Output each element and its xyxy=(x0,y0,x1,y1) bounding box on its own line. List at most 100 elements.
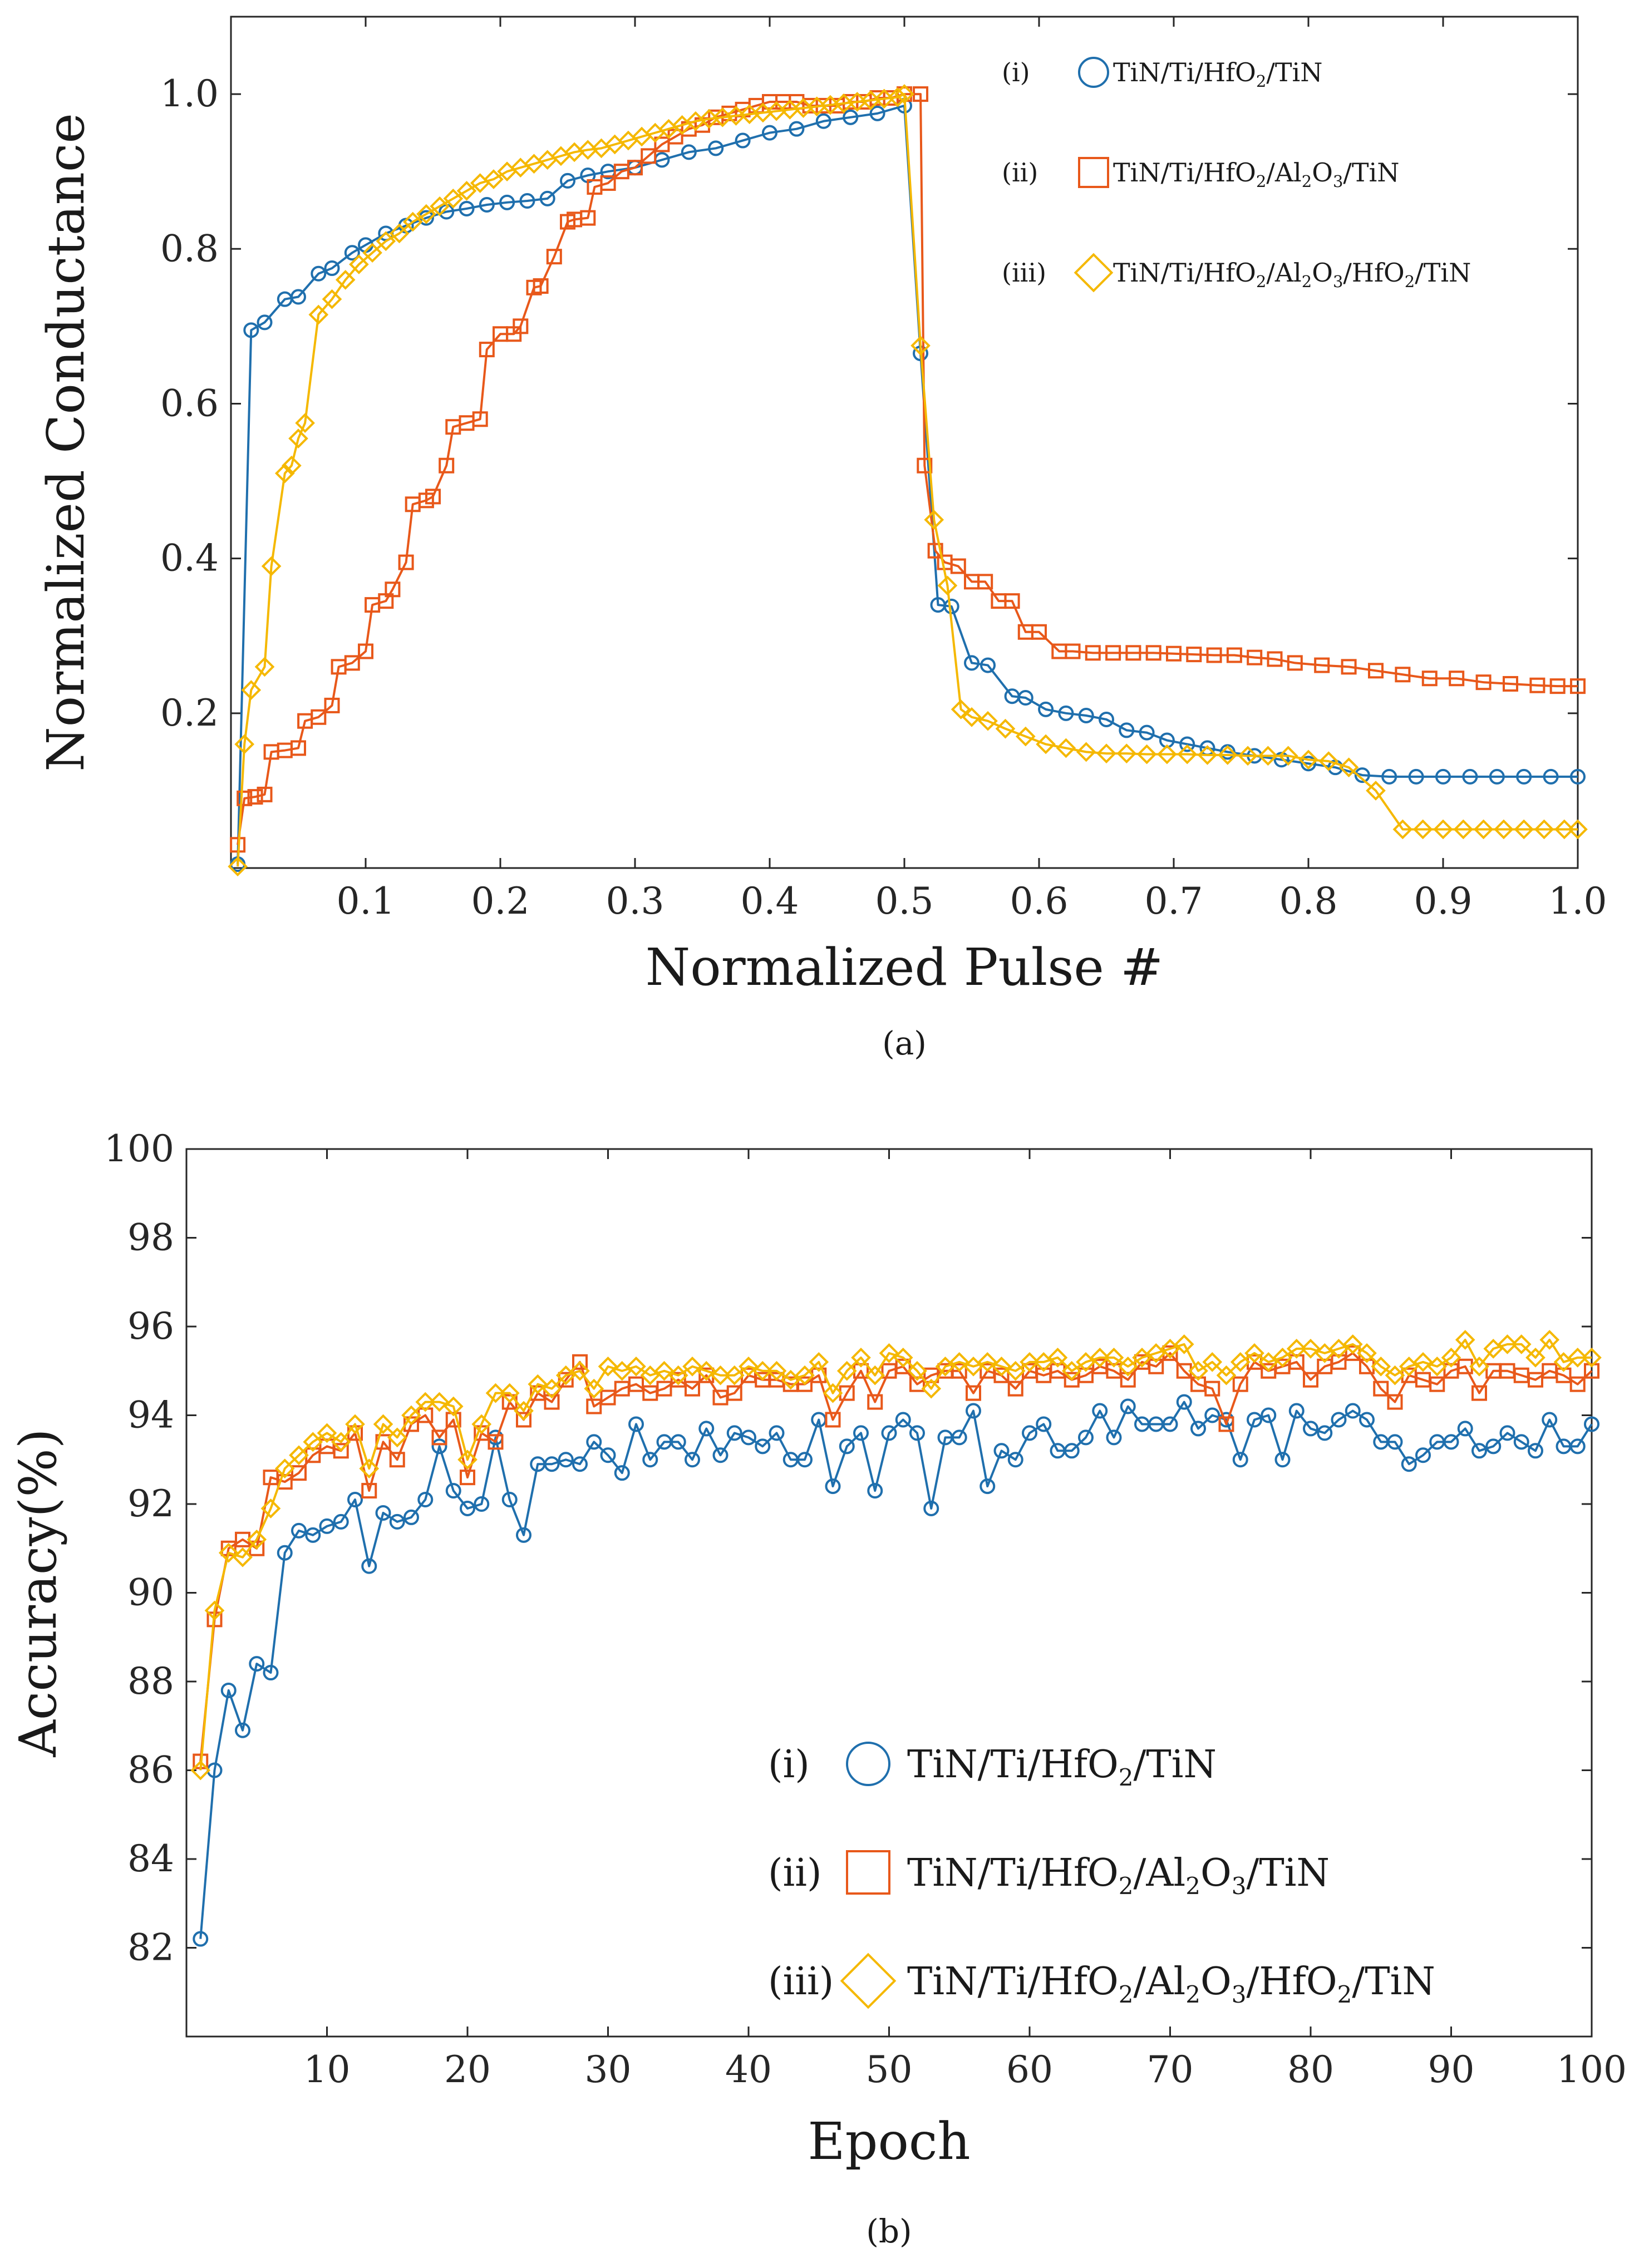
data-point xyxy=(1076,1352,1096,1372)
data-point xyxy=(1078,1429,1094,1446)
data-point xyxy=(1179,736,1195,752)
data-point xyxy=(1160,1339,1180,1359)
x-tick-label: 100 xyxy=(1557,2048,1627,2091)
data-point xyxy=(528,1374,548,1394)
data-point xyxy=(488,1434,504,1450)
data-point xyxy=(431,1429,447,1446)
data-point xyxy=(1455,1330,1475,1350)
data-point xyxy=(1443,1434,1459,1450)
data-point xyxy=(1038,701,1054,717)
data-point xyxy=(949,1352,969,1372)
data-point xyxy=(358,643,373,659)
x-tick-label: 0.3 xyxy=(606,880,665,923)
data-point xyxy=(1261,1407,1277,1423)
data-point xyxy=(1162,1416,1178,1432)
data-point xyxy=(261,556,282,576)
data-point xyxy=(347,1492,363,1508)
data-point xyxy=(626,1356,646,1377)
data-point xyxy=(1022,1425,1037,1441)
data-point xyxy=(1274,1452,1291,1468)
data-point xyxy=(1174,1334,1194,1354)
legend-marker xyxy=(1078,157,1109,188)
data-point xyxy=(1004,593,1020,609)
data-point xyxy=(254,657,275,677)
data-point xyxy=(218,1542,239,1563)
data-point xyxy=(935,1356,956,1377)
data-point xyxy=(479,342,495,358)
data-point xyxy=(1258,746,1278,766)
data-point xyxy=(1238,746,1258,766)
data-point xyxy=(457,1449,478,1470)
data-point xyxy=(966,1385,981,1401)
x-axis-title: Normalized Pulse # xyxy=(646,938,1163,997)
data-point xyxy=(445,1412,461,1428)
data-point xyxy=(586,1434,602,1450)
x-tick-label: 0.1 xyxy=(337,880,395,923)
data-point xyxy=(869,105,885,121)
data-point xyxy=(995,718,1016,739)
data-point xyxy=(1017,690,1033,706)
data-point xyxy=(642,1452,658,1468)
data-point xyxy=(1056,738,1076,758)
data-point xyxy=(228,856,248,877)
data-point xyxy=(344,655,360,671)
data-point xyxy=(1146,1343,1166,1363)
data-point xyxy=(485,1383,506,1403)
data-point xyxy=(544,1456,560,1472)
x-tick-label: 0.6 xyxy=(1010,880,1069,923)
data-point xyxy=(193,1931,209,1947)
series-3 xyxy=(228,84,1588,877)
y-tick-label: 100 xyxy=(104,1127,174,1170)
data-point xyxy=(291,1522,307,1539)
data-point xyxy=(359,1458,380,1479)
data-point xyxy=(670,1372,686,1388)
data-point xyxy=(1421,670,1438,687)
data-point xyxy=(712,1447,729,1463)
data-point xyxy=(1373,1380,1389,1397)
data-point xyxy=(1176,1394,1192,1410)
data-point xyxy=(456,181,477,201)
data-point xyxy=(1568,819,1588,840)
chart-a-conductance: 0.1 0.2 0.3 0.4 0.5 0.6 0.7 0.8 0.9 1.0 0.2 0.4 0.6 0… xyxy=(36,16,1607,1062)
data-point xyxy=(685,1380,700,1397)
data-point xyxy=(1483,1339,1504,1359)
data-point xyxy=(656,1380,672,1397)
data-point xyxy=(1341,659,1357,675)
data-point xyxy=(1399,1356,1419,1377)
data-point xyxy=(708,140,724,156)
data-point xyxy=(349,254,369,274)
data-point xyxy=(344,245,360,261)
data-point xyxy=(1354,767,1370,783)
data-point xyxy=(1331,1412,1347,1428)
data-point xyxy=(795,1365,815,1386)
data-point xyxy=(416,204,436,224)
data-point xyxy=(1286,1339,1307,1359)
data-point xyxy=(311,265,327,282)
data-point xyxy=(389,1452,405,1468)
data-point xyxy=(305,1527,321,1543)
data-point xyxy=(670,1434,686,1450)
data-point xyxy=(516,1527,531,1543)
data-point xyxy=(600,175,616,191)
data-point xyxy=(917,457,933,474)
data-point xyxy=(1232,1376,1248,1392)
x-tick-label: 70 xyxy=(1147,2048,1194,2091)
data-point xyxy=(881,1425,897,1441)
data-point xyxy=(1078,707,1094,723)
data-point xyxy=(1385,1365,1405,1386)
svg-text:TiN/Ti/HfO2/Al2O3/HfO2/TiN: TiN/Ti/HfO2/Al2O3/HfO2/TiN xyxy=(1113,258,1471,291)
y-tick-label: 92 xyxy=(127,1482,174,1525)
data-point xyxy=(867,1394,883,1410)
data-point xyxy=(978,711,998,731)
data-point xyxy=(612,1360,632,1381)
data-point xyxy=(233,1547,253,1567)
data-point xyxy=(499,1383,520,1403)
data-point xyxy=(1471,1385,1487,1401)
data-point xyxy=(641,148,657,164)
x-tick-label: 0.7 xyxy=(1145,880,1203,923)
data-point xyxy=(1267,651,1283,667)
data-point xyxy=(762,125,777,141)
data-point xyxy=(243,322,259,338)
data-point xyxy=(257,786,273,802)
data-point xyxy=(1582,1347,1602,1368)
